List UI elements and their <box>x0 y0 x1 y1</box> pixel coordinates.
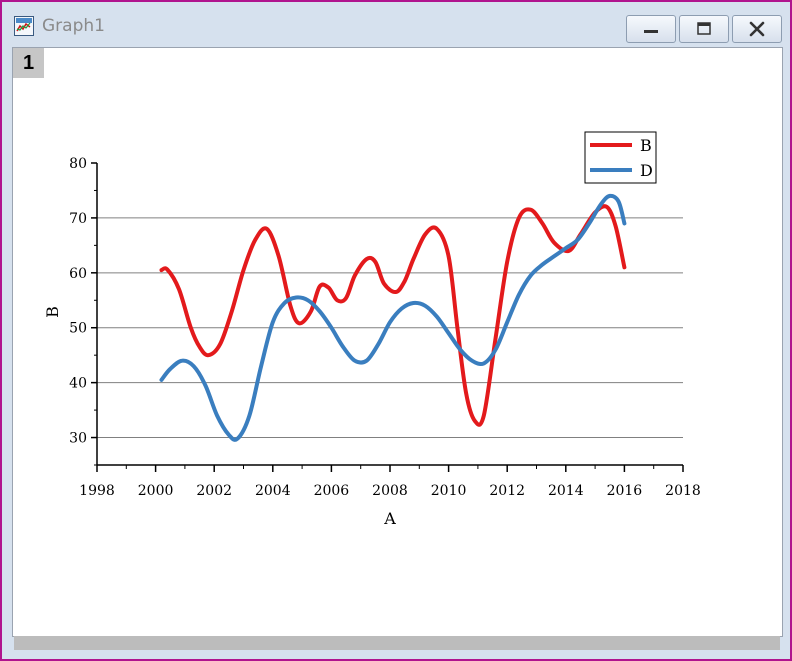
y-tick-label: 50 <box>69 321 87 337</box>
x-tick-label: 2018 <box>665 483 701 499</box>
close-icon <box>749 21 765 37</box>
x-tick-label: 2006 <box>314 483 350 499</box>
close-button[interactable] <box>732 15 782 43</box>
legend-box <box>584 131 657 184</box>
y-tick-label: 70 <box>69 211 87 227</box>
x-tick-label: 2008 <box>372 483 408 499</box>
legend-label-b: B <box>640 136 652 155</box>
maximize-icon <box>697 22 711 35</box>
window-title: Graph1 <box>42 16 105 36</box>
x-tick-label: 2012 <box>489 483 525 499</box>
legend[interactable]: BD <box>584 131 657 184</box>
y-tick-label: 80 <box>69 156 87 172</box>
maximize-button[interactable] <box>679 15 729 43</box>
graph-window-icon[interactable] <box>14 16 34 36</box>
x-tick-label: 2010 <box>431 483 467 499</box>
x-tick-label: 2000 <box>138 483 174 499</box>
title-bar[interactable]: Graph1 <box>2 2 790 46</box>
legend-label-d: D <box>640 161 653 180</box>
x-tick-label: 2002 <box>196 483 232 499</box>
minimize-button[interactable] <box>626 15 676 43</box>
layer-indicator[interactable]: 1 <box>13 48 44 78</box>
series-line-b[interactable] <box>159 204 627 427</box>
y-axis-label: B <box>43 306 62 318</box>
x-tick-label: 2014 <box>548 483 584 499</box>
x-axis-label: A <box>383 509 396 528</box>
series-line-d[interactable] <box>159 193 627 442</box>
y-tick-label: 40 <box>69 376 87 392</box>
y-tick-label: 30 <box>69 431 87 447</box>
x-tick-label: 2004 <box>255 483 291 499</box>
x-tick-label: 1998 <box>79 483 115 499</box>
x-tick-label: 2016 <box>607 483 643 499</box>
y-tick-label: 60 <box>69 266 87 282</box>
minimize-icon <box>644 30 658 33</box>
window-bottom-bar <box>14 636 780 650</box>
